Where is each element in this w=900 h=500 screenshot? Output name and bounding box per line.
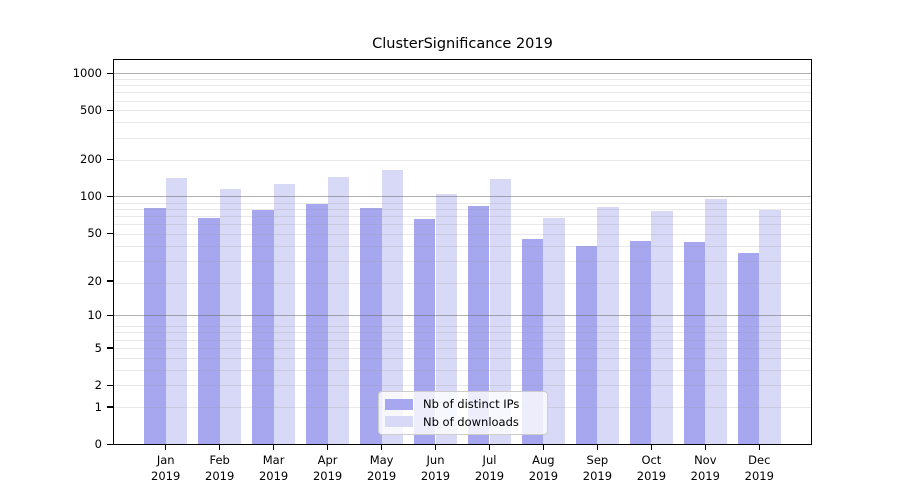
bar-distinct-ips-feb <box>198 218 220 444</box>
y-tick-mark <box>107 314 113 317</box>
x-tick-mark <box>596 445 599 450</box>
x-tick-mark <box>218 445 221 450</box>
x-tick-mark <box>326 445 329 450</box>
legend-label-distinct-ips: Nb of distinct IPs <box>423 397 520 412</box>
y-tick-label: 2 <box>94 378 102 392</box>
legend-label-downloads: Nb of downloads <box>423 414 519 429</box>
legend-swatch-downloads <box>385 416 413 428</box>
y-tick-label: 500 <box>80 103 102 118</box>
y-tick-mark <box>107 232 113 234</box>
y-tick-mark <box>107 158 113 161</box>
y-tick-mark <box>107 384 113 386</box>
x-tick-mark <box>542 445 545 450</box>
x-tick-label: Dec 2019 <box>744 453 774 483</box>
bar-downloads-dec <box>759 210 781 444</box>
y-tick-mark <box>107 195 113 198</box>
legend-swatch-distinct-ips <box>385 398 413 410</box>
bar-distinct-ips-oct <box>629 240 652 444</box>
x-tick-label: Sep 2019 <box>582 453 613 483</box>
y-tick-label: 10 <box>87 308 102 323</box>
bar-distinct-ips-jul <box>467 205 490 444</box>
bar-downloads-jan <box>165 178 188 444</box>
x-tick-label: Feb 2019 <box>205 453 235 483</box>
y-tick-mark <box>107 72 113 75</box>
bar-downloads-may <box>381 169 404 444</box>
bar-distinct-ips-nov <box>683 242 706 444</box>
x-tick-label: Mar 2019 <box>258 453 289 483</box>
y-tick-label: 50 <box>87 226 102 240</box>
x-tick-label: May 2019 <box>366 453 397 483</box>
plot-area: Nb of distinct IPs Nb of downloads <box>113 59 812 445</box>
bar-distinct-ips-jan <box>144 207 166 444</box>
bar-distinct-ips-may <box>360 208 382 444</box>
y-tick-mark <box>107 443 113 445</box>
bar-downloads-jun <box>435 193 458 444</box>
y-tick-mark <box>107 109 113 112</box>
bar-downloads-mar <box>273 184 296 444</box>
x-tick-label: Oct 2019 <box>636 453 667 483</box>
y-tick-label: 0 <box>94 437 102 451</box>
x-tick-label: Jan 2019 <box>151 453 181 483</box>
y-tick-label: 1000 <box>72 66 102 81</box>
y-tick-mark <box>107 347 113 349</box>
bar-distinct-ips-jun <box>413 219 436 444</box>
bar-downloads-feb <box>219 188 242 444</box>
bar-downloads-apr <box>327 177 350 444</box>
legend-row-distinct-ips: Nb of distinct IPs <box>385 397 541 411</box>
y-tick-label: 200 <box>80 152 102 167</box>
x-tick-mark <box>758 445 761 450</box>
bar-downloads-jul <box>489 178 512 444</box>
x-tick-mark <box>434 445 437 450</box>
chart-title: ClusterSignificance 2019 <box>372 36 553 52</box>
bar-downloads-aug <box>543 217 565 444</box>
y-tick-label: 100 <box>80 189 102 204</box>
x-tick-mark <box>650 445 653 450</box>
x-tick-label: Apr 2019 <box>312 453 343 483</box>
bar-downloads-nov <box>705 199 727 444</box>
x-tick-mark <box>164 445 167 450</box>
legend-row-downloads: Nb of downloads <box>385 415 541 429</box>
x-tick-mark <box>380 445 383 450</box>
x-tick-label: Aug 2019 <box>528 453 559 483</box>
y-tick-label: 1 <box>94 399 102 414</box>
bar-downloads-oct <box>651 210 673 444</box>
bar-distinct-ips-apr <box>306 203 328 444</box>
y-tick-label: 20 <box>87 273 102 288</box>
legend: Nb of distinct IPs Nb of downloads <box>378 391 548 435</box>
bar-distinct-ips-sep <box>575 246 598 444</box>
y-tick-mark <box>107 280 113 282</box>
x-tick-mark <box>488 445 491 450</box>
x-tick-label: Jul 2019 <box>474 453 505 483</box>
x-tick-label: Nov 2019 <box>690 453 720 483</box>
y-tick-label: 5 <box>94 340 102 355</box>
x-tick-mark <box>704 445 707 450</box>
bar-downloads-sep <box>597 206 619 444</box>
y-tick-mark <box>107 406 113 408</box>
bar-distinct-ips-dec <box>737 253 760 444</box>
x-tick-label: Jun 2019 <box>420 453 451 483</box>
x-tick-mark <box>272 445 275 450</box>
bar-distinct-ips-mar <box>252 209 274 444</box>
bars-layer <box>114 60 811 444</box>
